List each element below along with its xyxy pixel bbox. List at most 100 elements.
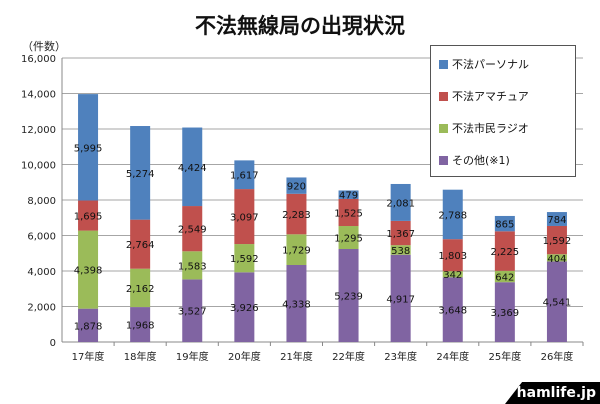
data-label: 342 [443, 270, 462, 281]
data-label: 784 [547, 215, 566, 226]
data-label: 1,367 [386, 229, 415, 240]
legend-item: 不法パーソナル [439, 56, 529, 72]
y-tick-label: 16,000 [21, 54, 56, 65]
x-tick-label: 22年度 [332, 350, 365, 363]
data-label: 1,968 [126, 321, 155, 332]
legend-swatch [439, 123, 448, 133]
data-label: 1,592 [543, 236, 572, 247]
bar-segment [442, 189, 463, 240]
bar-segment [234, 272, 255, 342]
x-tick-label: 19年度 [176, 350, 209, 363]
legend-label: 不法アマチュア [452, 90, 529, 103]
bar-segment [78, 94, 99, 201]
bar-segment [338, 226, 359, 250]
bar-segment [78, 230, 99, 309]
data-label: 2,283 [282, 210, 311, 221]
bar-segment [182, 279, 203, 342]
bar-segment [494, 270, 515, 283]
data-label: 479 [339, 191, 358, 202]
data-label: 1,525 [334, 208, 363, 219]
data-label: 1,695 [74, 212, 103, 223]
data-label: 3,527 [178, 307, 207, 318]
bar-segment [546, 261, 567, 342]
legend-item: 不法市民ラジオ [439, 120, 529, 136]
y-tick-label: 0 [50, 338, 56, 349]
watermark-logo: hamlife.jp [505, 382, 600, 404]
data-label: 2,162 [126, 284, 155, 295]
data-label: 3,926 [230, 303, 259, 314]
data-label: 5,239 [334, 292, 363, 303]
x-tick-label: 24年度 [436, 350, 469, 363]
bar-segment [390, 220, 411, 246]
data-label: 1,295 [334, 234, 363, 245]
data-label: 4,398 [74, 266, 103, 277]
x-tick-label: 21年度 [280, 350, 313, 363]
y-tick-label: 2,000 [27, 303, 56, 314]
bar-segment [442, 277, 463, 342]
bar-segment [130, 307, 151, 342]
data-label: 4,338 [282, 300, 311, 311]
bar-segment [546, 212, 567, 226]
legend-swatch [439, 155, 448, 165]
legend-swatch [439, 91, 448, 101]
data-label: 1,583 [178, 261, 207, 272]
legend-label: 不法パーソナル [452, 58, 529, 71]
bar-segment [234, 160, 255, 190]
data-label: 3,369 [491, 308, 520, 319]
bar-segment [494, 231, 515, 271]
data-label: 865 [495, 220, 514, 231]
bar-segment [182, 251, 203, 280]
legend-swatch [439, 59, 448, 69]
data-label: 1,729 [282, 246, 311, 257]
data-label: 642 [495, 273, 514, 284]
data-label: 920 [287, 182, 306, 193]
y-tick-label: 12,000 [21, 125, 56, 136]
bar-segment [286, 193, 307, 235]
data-label: 4,917 [386, 294, 415, 305]
y-tick-label: 10,000 [21, 161, 56, 172]
bar-segment [130, 268, 151, 308]
legend-label: その他(※1) [452, 154, 510, 167]
x-tick-label: 26年度 [541, 350, 574, 363]
x-tick-label: 23年度 [384, 350, 417, 363]
y-tick-label: 6,000 [27, 232, 56, 243]
bar-segment [338, 198, 359, 227]
data-label: 2,549 [178, 225, 207, 236]
data-label: 404 [547, 254, 566, 265]
y-tick-label: 8,000 [27, 196, 56, 207]
bar-segment [130, 219, 151, 269]
bar-segment [78, 200, 99, 231]
data-label: 1,592 [230, 254, 259, 265]
data-label: 5,995 [74, 143, 103, 154]
chart-title: 不法無線局の出現状況 [195, 14, 405, 38]
data-label: 1,878 [74, 321, 103, 332]
x-tick-label: 25年度 [488, 350, 521, 363]
bar-segment [338, 190, 359, 199]
bar-segment [130, 126, 151, 220]
data-label: 2,225 [491, 247, 520, 258]
bar-segment [390, 254, 411, 342]
data-label: 2,081 [386, 198, 415, 209]
bar-segment [182, 127, 203, 207]
data-label: 538 [391, 246, 410, 257]
data-label: 1,803 [438, 251, 467, 262]
x-tick-label: 20年度 [228, 350, 261, 363]
data-label: 3,648 [438, 306, 467, 317]
bar-segment [286, 265, 307, 342]
bar-segment [234, 244, 255, 273]
bar-segment [234, 189, 255, 245]
bar-segment [182, 206, 203, 252]
y-tick-label: 14,000 [21, 90, 56, 101]
bar-segment [390, 183, 411, 221]
bar-segment [546, 254, 567, 262]
data-label: 3,097 [230, 213, 259, 224]
bar-segment [494, 282, 515, 342]
bar-segment [390, 245, 411, 255]
bar-segment [442, 271, 463, 278]
data-label: 4,424 [178, 163, 207, 174]
x-tick-label: 18年度 [124, 350, 157, 363]
bar-segment [286, 234, 307, 266]
data-label: 5,274 [126, 169, 155, 180]
data-label: 1,617 [230, 171, 259, 182]
